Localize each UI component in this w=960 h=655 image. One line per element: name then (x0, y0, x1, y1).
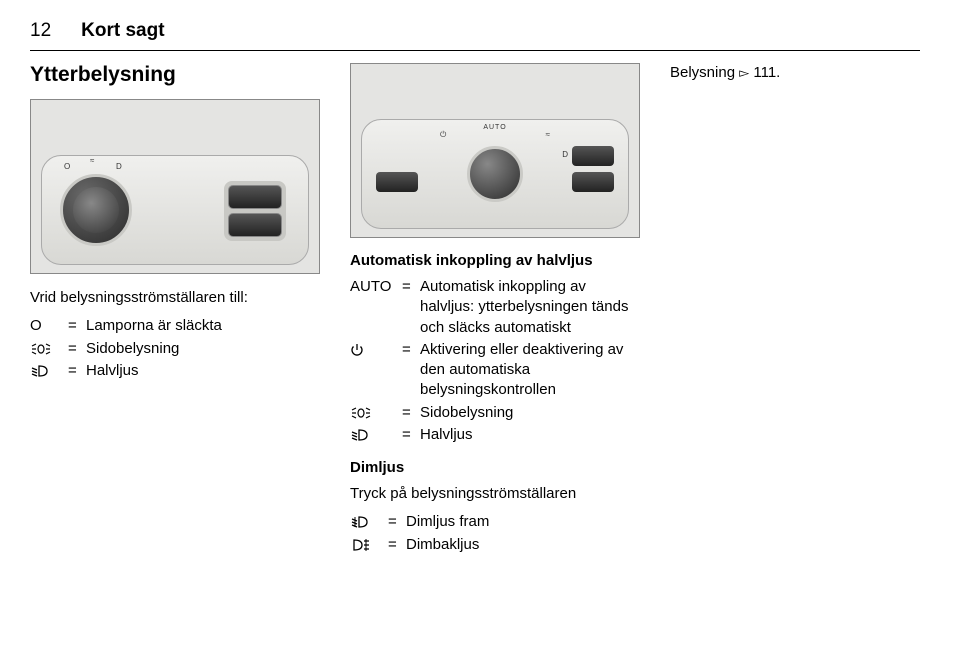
symbol-fogfront-icon (350, 512, 388, 532)
equals: = (68, 339, 86, 359)
symbol-fogrear-icon (350, 535, 388, 555)
crossref-suffix: 111. (749, 64, 780, 81)
def-text: Dimljus fram (406, 512, 640, 532)
def-row: O = Lamporna är släckta (30, 316, 320, 336)
crossref-prefix: Belysning (670, 64, 739, 81)
heading-ytterbelysning: Ytterbelysning (30, 63, 320, 87)
def-row: = Halvljus (350, 425, 640, 445)
equals: = (402, 277, 420, 338)
column-left: Ytterbelysning O ≈ D Vrid belysningsströ… (30, 63, 320, 557)
def-text: Sidobelysning (420, 403, 640, 423)
equals: = (68, 316, 86, 336)
symbol-off: O (30, 316, 68, 336)
section-title: Kort sagt (81, 20, 164, 42)
symbol-lowbeam-icon (350, 425, 402, 445)
equals: = (402, 425, 420, 445)
def-text: Halvljus (420, 425, 640, 445)
def-row: = Halvljus (30, 361, 320, 381)
def-text: Aktivering eller deaktivering av den aut… (420, 340, 640, 401)
equals: = (402, 403, 420, 423)
def-text: Halvljus (86, 361, 320, 381)
symbol-auto: AUTO (350, 277, 402, 338)
def-row: = Dimljus fram (350, 512, 640, 532)
equals: = (388, 535, 406, 555)
subheading-dimljus: Dimljus (350, 459, 640, 476)
symbol-sidelight-icon (350, 403, 402, 423)
def-row: = Sidobelysning (30, 339, 320, 359)
photo-light-switch-auto: AUTO ⏻ ≈ D (350, 63, 640, 238)
def-row: = Aktivering eller deaktivering av den a… (350, 340, 640, 401)
def-text: Lamporna är släckta (86, 316, 320, 336)
fog-intro: Tryck på belysningsströmställaren (350, 484, 640, 504)
photo-light-switch-basic: O ≈ D (30, 99, 320, 274)
def-text: Dimbakljus (406, 535, 640, 555)
equals: = (402, 340, 420, 401)
def-row: = Sidobelysning (350, 403, 640, 423)
def-text: Sidobelysning (86, 339, 320, 359)
crossref-arrow-icon: ▻ (739, 65, 749, 80)
column-middle: AUTO ⏻ ≈ D Automatisk inkoppling av halv… (350, 63, 640, 557)
column-right: Belysning ▻ 111. (670, 63, 920, 557)
crossref-belysning: Belysning ▻ 111. (670, 63, 920, 83)
definition-list-1: O = Lamporna är släckta (30, 316, 320, 381)
symbol-lowbeam-icon (30, 361, 68, 381)
equals: = (388, 512, 406, 532)
intro-text: Vrid belysningsströmställaren till: (30, 288, 320, 308)
definition-list-fog: = Dimljus fram = Dimbak (350, 512, 640, 555)
equals: = (68, 361, 86, 381)
def-row: AUTO = Automatisk inkoppling av halvljus… (350, 277, 640, 338)
def-row: = Dimbakljus (350, 535, 640, 555)
page-number: 12 (30, 20, 51, 42)
symbol-power-icon (350, 340, 402, 401)
symbol-sidelight-icon (30, 339, 68, 359)
header-divider (30, 50, 920, 51)
def-text: Automatisk inkoppling av halvljus: ytter… (420, 277, 640, 338)
subheading-auto: Automatisk inkoppling av halvljus (350, 252, 640, 269)
definition-list-2: AUTO = Automatisk inkoppling av halvljus… (350, 277, 640, 445)
